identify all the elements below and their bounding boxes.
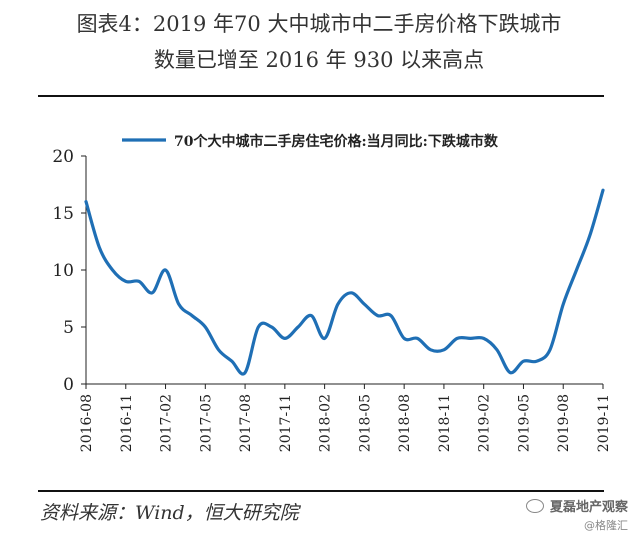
x-tick-label: 2017-02 [159, 394, 175, 452]
watermark-name: 夏磊地产观察 [549, 500, 628, 515]
source-note: 资料来源：Wind，恒大研究院 [40, 502, 299, 524]
y-tick-label: 20 [52, 147, 74, 167]
title-line-1: 图表4：2019 年70 大中城市中二手房价格下跌城市 [76, 12, 562, 36]
x-tick-label: 2017-11 [278, 394, 294, 452]
wechat-icon [525, 498, 544, 513]
x-tick-label: 2018-05 [357, 394, 373, 452]
x-tick-label: 2017-08 [238, 394, 254, 452]
x-tick-label: 2019-11 [596, 394, 612, 452]
x-tick-label: 2016-08 [79, 394, 95, 452]
title-line-2: 数量已增至 2016 年 930 以来高点 [153, 48, 485, 72]
y-tick-label: 10 [52, 261, 74, 281]
series-line [84, 188, 605, 376]
top-rule [38, 95, 604, 97]
bottom-rule [38, 490, 604, 492]
chart-title: 图表4：2019 年70 大中城市中二手房价格下跌城市 数量已增至 2016 年… [0, 6, 638, 78]
x-tick-label: 2017-05 [198, 394, 214, 452]
watermark-handle: @格隆汇 [584, 519, 628, 532]
x-tick-label: 2019-08 [556, 394, 572, 452]
x-tick-label: 2018-11 [437, 394, 453, 452]
y-tick-label: 15 [52, 204, 74, 224]
line-chart: 0 5 10 15 20 2016-08 2016-11 2017-02 2017-05 2017… [52, 133, 612, 452]
watermark: 夏磊地产观察 @格隆汇 [525, 496, 628, 533]
y-tick-label: 5 [63, 318, 74, 338]
x-tick-label: 2016-11 [119, 394, 135, 452]
x-tick-label: 2019-02 [477, 394, 493, 452]
x-tick-label: 2019-05 [516, 394, 532, 452]
x-tick-label: 2018-08 [397, 394, 413, 452]
x-tick-label: 2018-02 [318, 394, 334, 452]
legend-label: 70个大中城市二手房住宅价格:当月同比:下跌城市数 [174, 133, 499, 150]
y-tick-label: 0 [63, 375, 74, 395]
